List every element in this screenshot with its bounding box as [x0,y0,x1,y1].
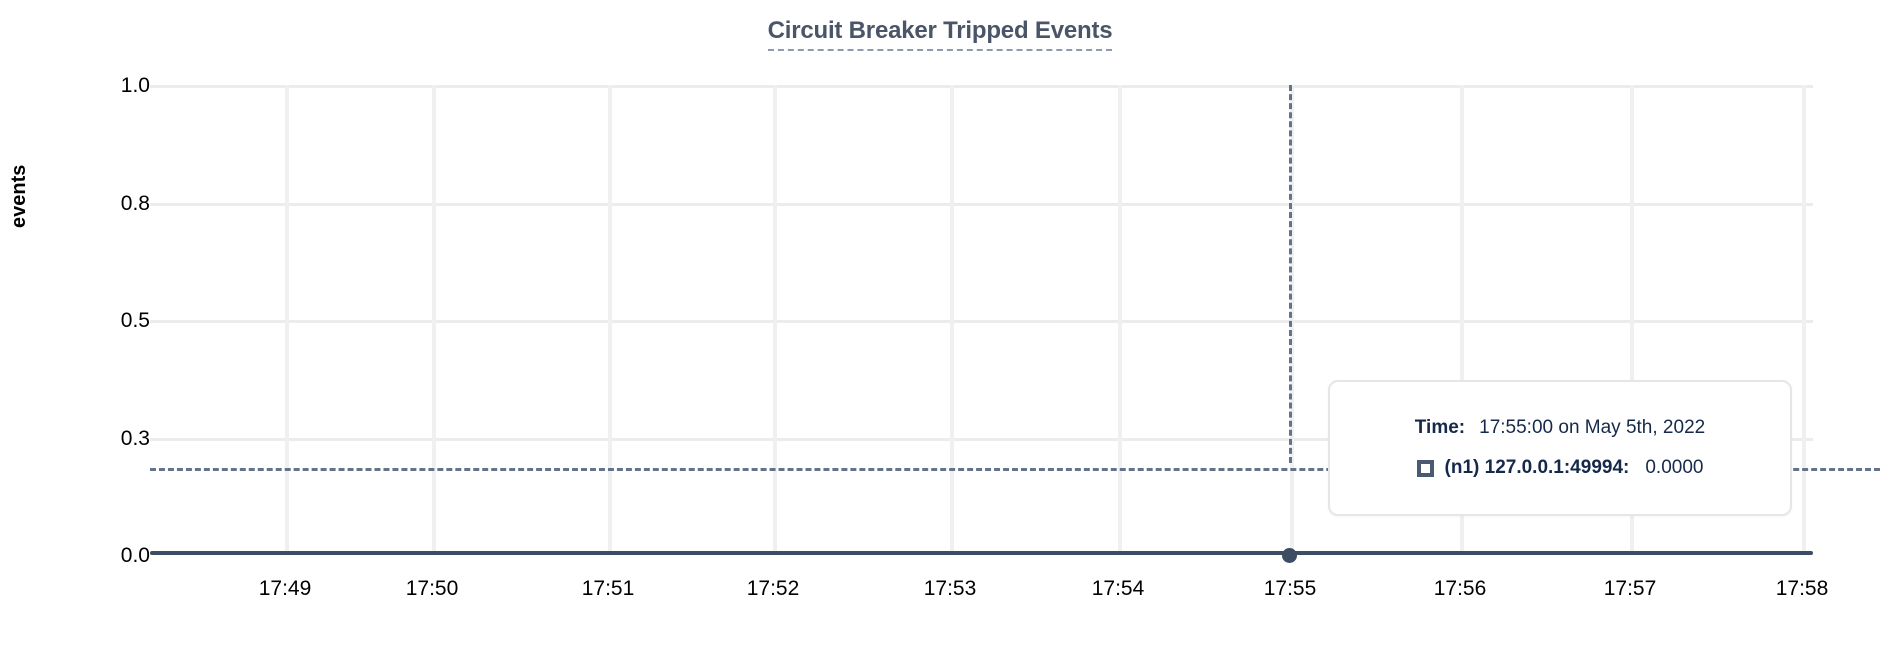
plot-area[interactable] [150,85,1813,555]
chart-title: Circuit Breaker Tripped Events [0,17,1880,51]
x-tick-label-17:52: 17:52 [746,577,800,600]
x-tick-label-17:50: 17:50 [405,577,459,600]
y-tick-label-1.0: 1.0 [120,74,150,97]
x-tick-label-17:53: 17:53 [923,577,977,600]
hover-data-point[interactable] [1281,547,1297,563]
hover-tooltip: Time: 17:55:00 on May 5th, 2022 (n1) 127… [1328,380,1792,516]
x-tick-label-17:57: 17:57 [1603,577,1657,600]
y-tick-label-0.0: 0.0 [120,544,150,567]
crosshair-vertical [1289,85,1292,463]
tooltip-series-value: 0.0000 [1645,457,1704,478]
gridline-vertical-17:50 [432,85,436,555]
x-tick-label-17:54: 17:54 [1091,577,1145,600]
y-tick-label-0.8: 0.8 [120,192,150,215]
x-tick-label-17:49: 17:49 [258,577,312,600]
y-tick-label-0.3: 0.3 [120,427,150,450]
tooltip-time-row: Time: 17:55:00 on May 5th, 2022 [1330,408,1790,448]
crosshair-horizontal [150,468,1880,471]
gridline-vertical-17:55 [1290,85,1294,555]
x-tick-label-17:51: 17:51 [581,577,635,600]
tooltip-time-value: 17:55:00 on May 5th, 2022 [1479,417,1706,438]
chart-title-text: Circuit Breaker Tripped Events [767,17,1113,51]
tooltip-series-row: (n1) 127.0.0.1:49994: 0.0000 [1330,448,1790,488]
series-swatch-icon [1416,459,1434,477]
gridline-vertical-17:53 [950,85,954,555]
gridline-vertical-17:54 [1118,85,1122,555]
gridline-horizontal-0.5 [150,320,1813,323]
gridline-vertical-17:58 [1802,85,1806,555]
gridline-horizontal-1.0 [150,85,1813,88]
tooltip-series-label: (n1) 127.0.0.1:49994: [1444,457,1630,478]
x-tick-label-17:58: 17:58 [1775,577,1829,600]
y-tick-label-0.5: 0.5 [120,309,150,332]
gridline-vertical-17:57 [1630,85,1634,555]
tooltip-time-label: Time: [1414,417,1466,438]
gridline-horizontal-0.3 [150,438,1813,441]
x-tick-label-17:56: 17:56 [1433,577,1487,600]
x-tick-label-17:55: 17:55 [1263,577,1317,600]
gridline-vertical-17:49 [285,85,289,555]
gridline-horizontal-0.8 [150,203,1813,206]
series-line-n1 [150,551,1813,555]
gridline-vertical-17:51 [608,85,612,555]
y-axis-label: events [8,164,30,228]
gridline-vertical-17:56 [1460,85,1464,555]
gridline-vertical-17:52 [773,85,777,555]
